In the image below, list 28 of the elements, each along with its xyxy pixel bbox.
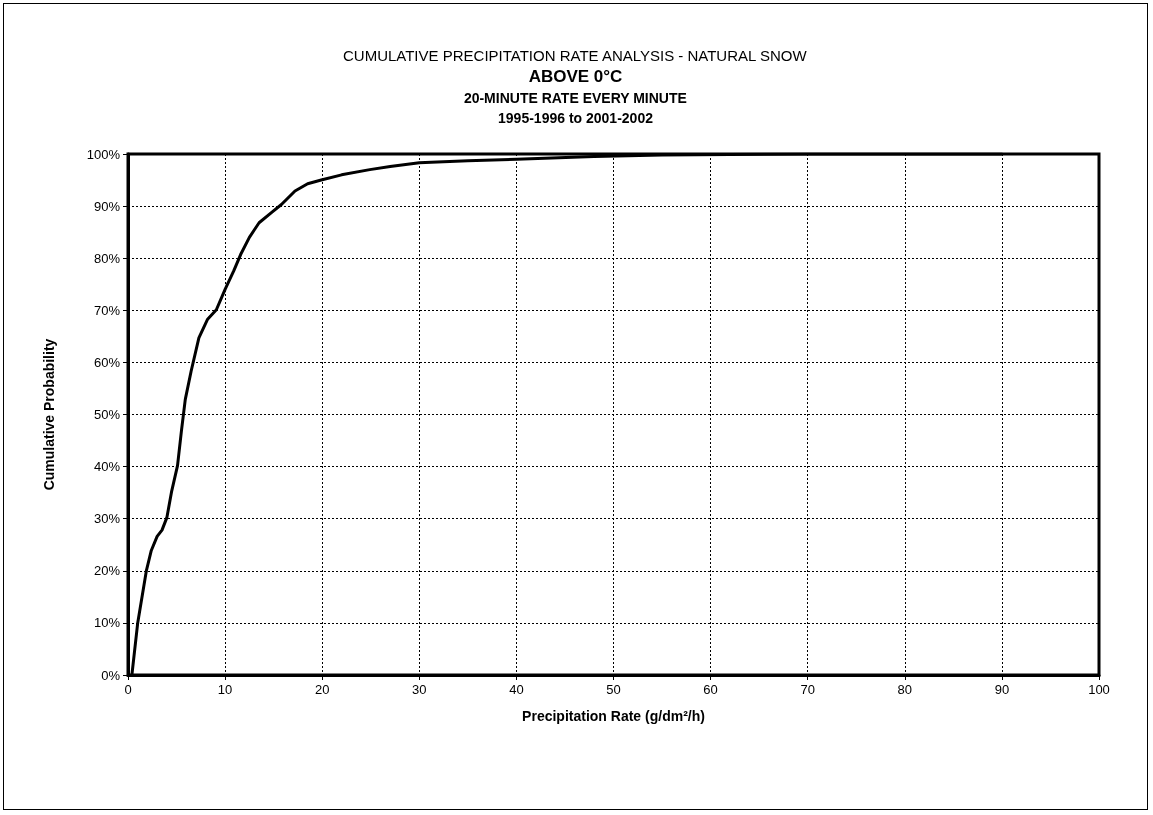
x-tick-label: 10 bbox=[217, 682, 233, 697]
y-axis-title: Cumulative Probability bbox=[41, 338, 57, 491]
x-tick-label: 70 bbox=[800, 682, 815, 697]
x-tick-label: 90 bbox=[994, 682, 1010, 697]
x-tick-label: 20 bbox=[314, 682, 330, 697]
y-tick-label: 70% bbox=[93, 302, 121, 318]
y-tick-label: 90% bbox=[93, 198, 121, 214]
y-tick-label: 0% bbox=[101, 667, 121, 683]
text: 20-MINUTE RATE EVERY MINUTE bbox=[463, 90, 687, 106]
x-tick-label: 100 bbox=[1088, 682, 1110, 697]
y-tick-label: 50% bbox=[93, 407, 121, 422]
y-tick-label: 10% bbox=[93, 615, 121, 631]
x-tick-label: 40 bbox=[509, 682, 524, 697]
chart-title: CUMULATIVE PRECIPITATION RATE ANALYSIS - NATURAL SNOW bbox=[342, 47, 808, 64]
y-tick-label: 60% bbox=[93, 354, 121, 370]
x-tick-label: 80 bbox=[897, 682, 913, 697]
x-tick-label: 0 bbox=[124, 682, 132, 697]
x-tick-label: 60 bbox=[703, 682, 718, 697]
chart-subtitle: ABOVE 0°C bbox=[528, 67, 623, 86]
y-tick-label: 20% bbox=[93, 563, 121, 579]
y-tick-label: 80% bbox=[93, 250, 121, 266]
x-tick-label: 50 bbox=[606, 682, 621, 697]
x-axis-title: Precipitation Rate (g/dm²/h) bbox=[522, 708, 705, 724]
y-tick-label: 100% bbox=[86, 146, 121, 162]
x-tick-label: 30 bbox=[412, 682, 427, 697]
text: 1995-1996 to 2001-2002 bbox=[498, 110, 654, 126]
y-tick-label: 30% bbox=[93, 511, 121, 527]
y-tick-label: 40% bbox=[93, 459, 121, 475]
